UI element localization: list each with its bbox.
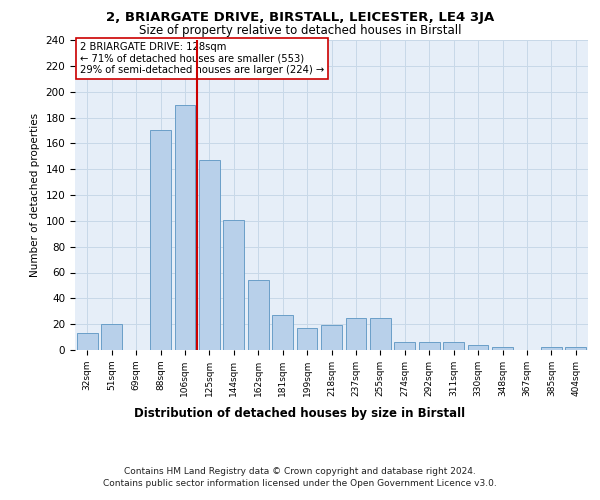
Bar (443, 342, 464, 350)
Bar (321, 326, 342, 350)
Bar (541, 348, 562, 350)
Bar (199, 160, 220, 350)
Bar (248, 280, 269, 350)
Bar (394, 342, 415, 350)
Bar (223, 220, 244, 350)
Y-axis label: Number of detached properties: Number of detached properties (30, 113, 40, 277)
Text: Size of property relative to detached houses in Birstall: Size of property relative to detached ho… (139, 24, 461, 37)
Bar (175, 104, 196, 350)
Text: Contains public sector information licensed under the Open Government Licence v3: Contains public sector information licen… (103, 479, 497, 488)
Bar (296, 328, 317, 350)
Bar (346, 318, 367, 350)
Text: Contains HM Land Registry data © Crown copyright and database right 2024.: Contains HM Land Registry data © Crown c… (124, 468, 476, 476)
Text: Distribution of detached houses by size in Birstall: Distribution of detached houses by size … (134, 408, 466, 420)
Text: 2 BRIARGATE DRIVE: 128sqm
← 71% of detached houses are smaller (553)
29% of semi: 2 BRIARGATE DRIVE: 128sqm ← 71% of detac… (80, 42, 325, 75)
Bar (101, 324, 122, 350)
Bar (565, 348, 586, 350)
Bar (77, 333, 98, 350)
Bar (419, 342, 440, 350)
Bar (467, 345, 488, 350)
Bar (272, 315, 293, 350)
Bar (370, 318, 391, 350)
Bar (150, 130, 171, 350)
Text: 2, BRIARGATE DRIVE, BIRSTALL, LEICESTER, LE4 3JA: 2, BRIARGATE DRIVE, BIRSTALL, LEICESTER,… (106, 11, 494, 24)
Bar (492, 348, 513, 350)
